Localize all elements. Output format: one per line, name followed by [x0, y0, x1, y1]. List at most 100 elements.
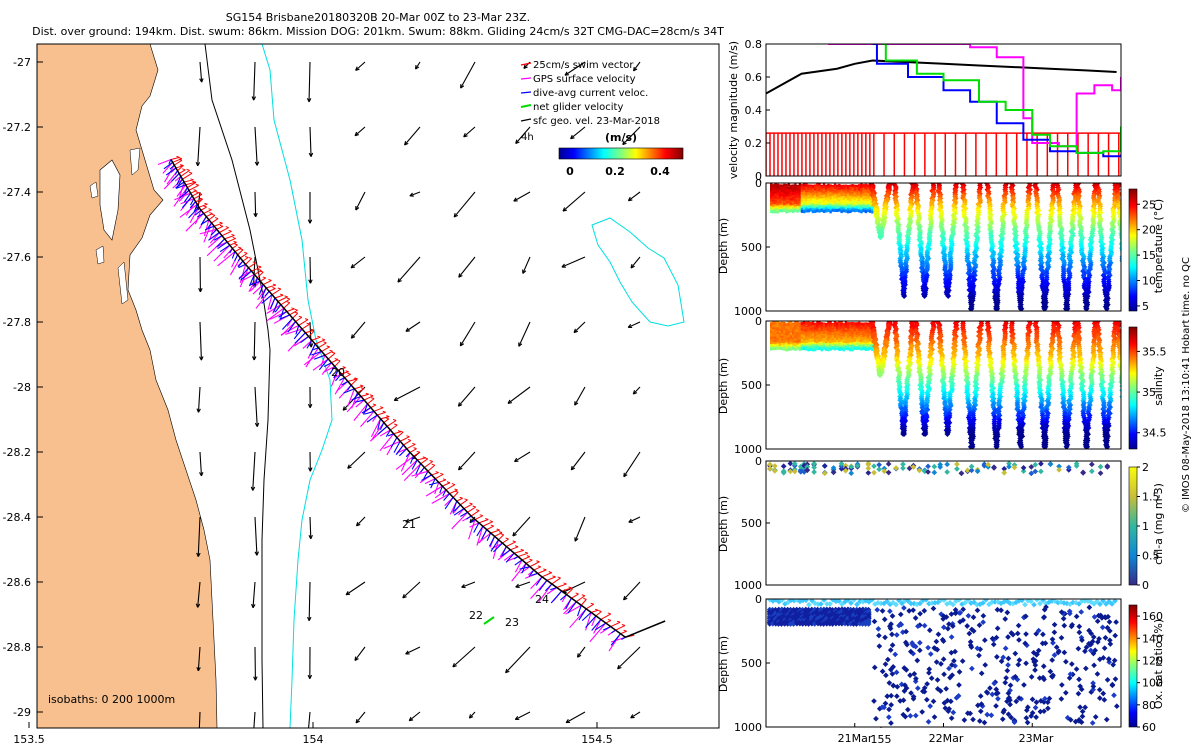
- chla-panel: 0 500 1000 2 1.5 1 0.5 0: [734, 455, 1160, 592]
- swim-vector: [373, 407, 384, 412]
- dac-vector: [409, 455, 415, 464]
- swim-vector: [605, 620, 612, 624]
- gps-vector: [593, 619, 602, 634]
- dac-vector: [163, 161, 173, 170]
- swim-vector: [470, 510, 480, 517]
- geo-arrow: [397, 256, 421, 283]
- swim-vector: [177, 165, 184, 172]
- swim-vector: [239, 252, 248, 259]
- swim-vector: [226, 238, 236, 243]
- dac-vector: [189, 201, 196, 209]
- gps-vector: [591, 615, 597, 627]
- geo-arrow: [199, 451, 203, 476]
- swim-vector: [360, 393, 369, 397]
- depth-label-ox: Depth (m): [717, 636, 730, 692]
- dac-vector: [531, 572, 538, 576]
- geo-arrow: [409, 191, 421, 197]
- dac-vector: [278, 311, 288, 318]
- velocity-series-net: [881, 44, 1121, 154]
- velocity-y-tick: 0.4: [745, 104, 763, 117]
- dac-vector: [395, 444, 404, 456]
- swim-vector: [390, 424, 398, 431]
- geo-arrow: [402, 581, 421, 599]
- swim-vector: [546, 576, 556, 581]
- gps-vector: [207, 235, 223, 248]
- dac-vector: [423, 470, 429, 480]
- swim-vector: [331, 359, 338, 364]
- swim-vector: [295, 316, 303, 322]
- swim-vector: [537, 569, 547, 574]
- geo-arrow: [570, 451, 586, 471]
- geo-arrow: [197, 516, 201, 557]
- map-y-tick: -29: [13, 706, 31, 719]
- map-y-tick: -27.4: [3, 186, 31, 199]
- swim-vector: [344, 373, 351, 379]
- section-panels: 050010002520151050500100035.53534.505001…: [734, 177, 1167, 734]
- gps-vector: [360, 410, 375, 428]
- dac-vector: [300, 336, 309, 344]
- gps-vector: [569, 608, 587, 629]
- swim-vectors: [170, 155, 635, 638]
- gps-vector: [434, 482, 440, 495]
- salinity-colorbar-tick: 35.5: [1142, 345, 1167, 358]
- depth-tick: 500: [741, 657, 762, 670]
- swim-vector: [190, 190, 197, 194]
- dac-vector: [550, 590, 563, 604]
- swim-vector: [203, 209, 212, 214]
- swim-vector: [229, 241, 237, 246]
- swim-vector: [256, 271, 264, 279]
- swim-vector: [237, 249, 244, 256]
- swim-vector: [311, 336, 321, 341]
- dac-vector: [594, 622, 607, 631]
- swim-vector: [494, 532, 503, 537]
- swim-vector: [248, 262, 257, 269]
- swim-vector: [556, 583, 567, 588]
- dac-vector: [188, 206, 200, 219]
- gps-vector: [157, 158, 172, 166]
- oxygen-colorbar-tick: 100: [1142, 677, 1163, 690]
- geo-arrow: [468, 711, 476, 719]
- geo-arrow: [415, 61, 421, 70]
- geo-arrow: [252, 581, 256, 608]
- map-y-tick: -28: [13, 381, 31, 394]
- swim-vector: [337, 367, 346, 371]
- gps-vector: [401, 459, 418, 476]
- swim-vector: [442, 482, 451, 487]
- swim-vector: [170, 156, 180, 160]
- dac-vector: [176, 176, 182, 186]
- dac-vector: [473, 522, 480, 533]
- geo-arrow: [457, 386, 476, 407]
- dac-vector: [204, 225, 215, 231]
- gps-vector: [396, 448, 407, 454]
- dac-vector: [405, 452, 411, 458]
- dac-vector: [294, 332, 306, 344]
- geo-arrow: [355, 61, 366, 71]
- map-x-tick: 155: [871, 733, 892, 746]
- dac-vector: [460, 511, 468, 518]
- geo-arrow: [252, 256, 256, 287]
- swim-vector: [266, 284, 277, 289]
- velocity-y-tick: 0.8: [745, 38, 763, 51]
- geo-arrow: [345, 581, 366, 596]
- swim-vector: [321, 346, 330, 352]
- map-x-tick: 154: [303, 733, 324, 746]
- dac-vector: [377, 425, 388, 435]
- geo-arrow: [309, 126, 312, 157]
- dac-vector: [201, 216, 207, 225]
- swim-vector: [474, 515, 483, 520]
- swim-vector: [517, 552, 529, 558]
- dac-vector: [476, 525, 484, 537]
- gps-vector: [347, 388, 355, 407]
- gps-vector: [267, 294, 273, 311]
- swim-vector: [525, 559, 533, 564]
- dac-vector: [466, 515, 472, 520]
- dac-vector: [313, 354, 326, 360]
- swim-vector: [271, 288, 282, 296]
- swim-vector: [566, 588, 573, 595]
- legend-gps: GPS surface velocity: [533, 74, 636, 85]
- dac-vector: [258, 284, 264, 295]
- swim-vector: [286, 308, 295, 312]
- swim-vector: [183, 179, 194, 183]
- gps-vector: [383, 440, 401, 450]
- dac-vector: [528, 569, 535, 577]
